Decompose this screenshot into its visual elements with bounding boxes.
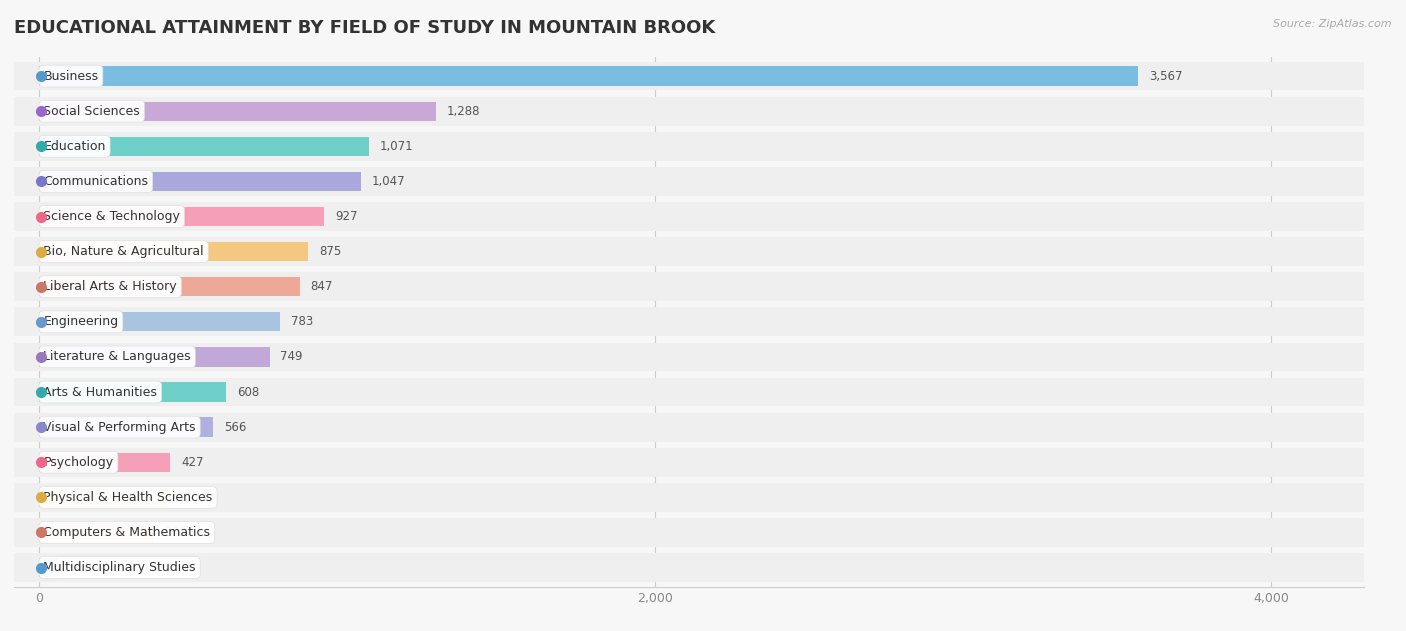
Text: Psychology: Psychology bbox=[44, 456, 114, 469]
Text: Visual & Performing Arts: Visual & Performing Arts bbox=[44, 421, 195, 433]
Bar bbox=[14, 97, 1364, 126]
Text: 847: 847 bbox=[311, 280, 333, 293]
Bar bbox=[14, 167, 1364, 196]
Bar bbox=[14, 553, 1364, 582]
Text: Liberal Arts & History: Liberal Arts & History bbox=[44, 280, 177, 293]
Text: 417: 417 bbox=[179, 491, 201, 504]
Text: Multidisciplinary Studies: Multidisciplinary Studies bbox=[44, 561, 195, 574]
Bar bbox=[39, 102, 436, 121]
Bar bbox=[14, 413, 1364, 442]
Bar bbox=[14, 343, 1364, 371]
Bar bbox=[39, 277, 299, 297]
Bar bbox=[14, 273, 1364, 301]
Text: 1,071: 1,071 bbox=[380, 140, 413, 153]
Text: Education: Education bbox=[44, 140, 105, 153]
Text: 61: 61 bbox=[69, 561, 83, 574]
Text: Social Sciences: Social Sciences bbox=[44, 105, 141, 118]
Bar bbox=[39, 347, 270, 367]
Bar bbox=[39, 452, 170, 472]
Bar bbox=[39, 488, 167, 507]
Text: 427: 427 bbox=[181, 456, 204, 469]
Text: Physical & Health Sciences: Physical & Health Sciences bbox=[44, 491, 212, 504]
Text: 875: 875 bbox=[319, 245, 342, 258]
Bar bbox=[39, 418, 214, 437]
Bar bbox=[39, 382, 226, 402]
Text: Science & Technology: Science & Technology bbox=[44, 210, 180, 223]
Text: 372: 372 bbox=[165, 526, 187, 539]
Bar bbox=[39, 66, 1137, 86]
Text: 1,288: 1,288 bbox=[447, 105, 479, 118]
Bar bbox=[39, 242, 308, 261]
Text: Source: ZipAtlas.com: Source: ZipAtlas.com bbox=[1274, 19, 1392, 29]
Bar bbox=[39, 172, 361, 191]
Text: Arts & Humanities: Arts & Humanities bbox=[44, 386, 157, 399]
Text: Computers & Mathematics: Computers & Mathematics bbox=[44, 526, 211, 539]
Text: 566: 566 bbox=[224, 421, 246, 433]
Bar bbox=[14, 132, 1364, 161]
Text: 3,567: 3,567 bbox=[1149, 69, 1182, 83]
Bar bbox=[14, 237, 1364, 266]
Text: 1,047: 1,047 bbox=[373, 175, 406, 188]
Bar bbox=[39, 137, 368, 156]
Text: Business: Business bbox=[44, 69, 98, 83]
Bar bbox=[14, 307, 1364, 336]
Text: Engineering: Engineering bbox=[44, 316, 118, 328]
Bar bbox=[14, 62, 1364, 90]
Text: Communications: Communications bbox=[44, 175, 149, 188]
Bar bbox=[14, 202, 1364, 231]
Bar bbox=[14, 483, 1364, 512]
Bar bbox=[39, 522, 153, 542]
Bar bbox=[39, 312, 280, 331]
Text: Bio, Nature & Agricultural: Bio, Nature & Agricultural bbox=[44, 245, 204, 258]
Bar bbox=[14, 377, 1364, 406]
Bar bbox=[39, 558, 58, 577]
Bar bbox=[39, 207, 325, 226]
Text: 749: 749 bbox=[280, 350, 302, 363]
Text: 927: 927 bbox=[335, 210, 357, 223]
Text: Literature & Languages: Literature & Languages bbox=[44, 350, 191, 363]
Bar bbox=[14, 518, 1364, 547]
Text: EDUCATIONAL ATTAINMENT BY FIELD OF STUDY IN MOUNTAIN BROOK: EDUCATIONAL ATTAINMENT BY FIELD OF STUDY… bbox=[14, 19, 716, 37]
Text: 608: 608 bbox=[236, 386, 259, 399]
Bar bbox=[14, 448, 1364, 476]
Text: 783: 783 bbox=[291, 316, 314, 328]
